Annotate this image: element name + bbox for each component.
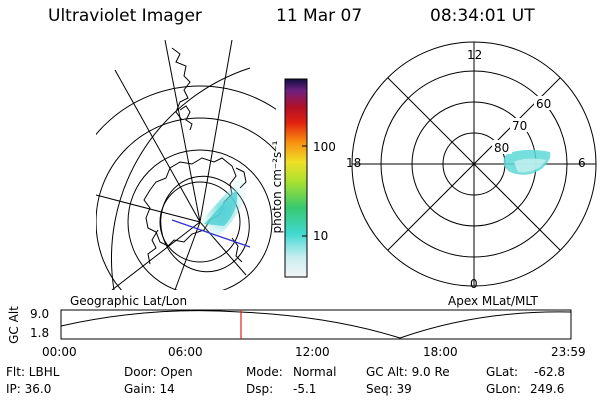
dsp-value: -5.1 (293, 382, 317, 396)
glat-label: GLat: (486, 365, 519, 379)
mode-label: Mode: (246, 365, 283, 379)
gain-info: Gain: 14 (124, 382, 175, 396)
dsp-label: Dsp: (246, 382, 274, 396)
time-label: 08:34:01 UT (430, 6, 535, 26)
time-tick-0600: 06:00 (168, 345, 203, 359)
gc-alt-info: GC Alt: 9.0 Re (366, 365, 450, 379)
date-label: 11 Mar 07 (276, 6, 363, 26)
geographic-map (96, 40, 276, 290)
mlt-label-18: 18 (346, 156, 362, 170)
geographic-panel-label: Geographic Lat/Lon (70, 294, 188, 308)
apex-panel-label: Apex MLat/MLT (448, 294, 538, 308)
filter-info: Flt: LBHL (6, 365, 60, 379)
mlat-label-70: 70 (512, 119, 528, 133)
mlat-label-80: 80 (494, 141, 510, 155)
glat-value: -62.8 (534, 365, 566, 379)
mlt-label-6: 6 (578, 156, 586, 170)
glon-value: 249.6 (530, 382, 565, 396)
altitude-y-top: 9.0 (30, 307, 50, 321)
time-tick-1800: 18:00 (423, 345, 458, 359)
time-tick-2359: 23:59 (551, 345, 586, 359)
ip-info: IP: 36.0 (6, 382, 52, 396)
altitude-timeline (60, 309, 572, 340)
mlt-label-0: 0 (470, 277, 478, 291)
mlat-label-60: 60 (536, 97, 552, 111)
altitude-axis-label: GC Alt (7, 306, 21, 344)
polar-mlt-plot (351, 41, 597, 287)
time-tick-1200: 12:00 (295, 345, 330, 359)
door-info: Door: Open (124, 365, 193, 379)
seq-info: Seq: 39 (366, 382, 412, 396)
colorbar-tick-100: 100 (313, 140, 336, 154)
mode-value: Normal (293, 365, 337, 379)
time-tick-0000: 00:00 (42, 345, 77, 359)
instrument-title: Ultraviolet Imager (48, 6, 202, 26)
glon-label: GLon: (486, 382, 521, 396)
mlt-label-12: 12 (467, 48, 483, 62)
colorbar-unit-label: photon cm⁻²s⁻¹ (270, 140, 284, 234)
intensity-colorbar (284, 78, 308, 278)
altitude-y-bottom: 1.8 (30, 326, 50, 340)
colorbar-tick-10: 10 (313, 229, 329, 243)
